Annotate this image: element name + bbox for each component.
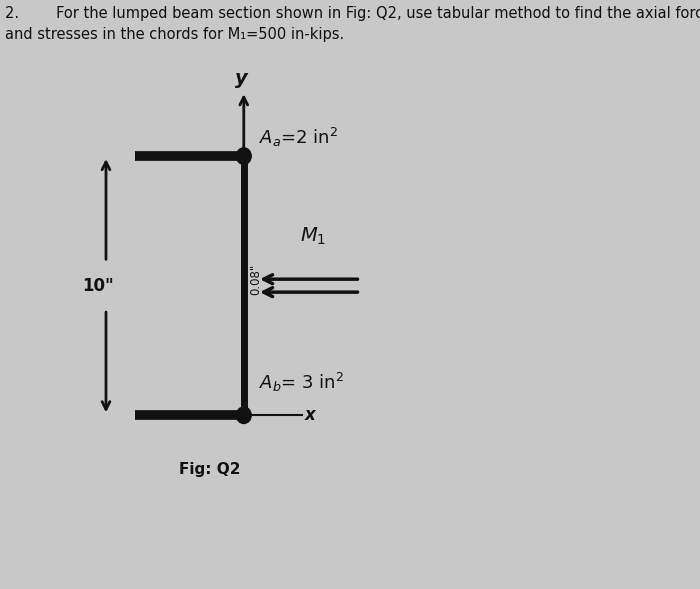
Circle shape xyxy=(237,407,251,423)
Text: 10": 10" xyxy=(82,277,114,294)
Text: $A_b$= 3 in$^2$: $A_b$= 3 in$^2$ xyxy=(258,371,344,395)
Text: $A_a$=2 in$^2$: $A_a$=2 in$^2$ xyxy=(258,126,337,149)
Circle shape xyxy=(237,148,251,164)
Text: Fig: Q2: Fig: Q2 xyxy=(178,462,240,477)
Text: and stresses in the chords for M₁=500 in-kips.: and stresses in the chords for M₁=500 in… xyxy=(6,27,344,41)
Text: $M_1$: $M_1$ xyxy=(300,226,326,247)
Text: 2.        For the lumped beam section shown in Fig: Q2, use tabular method to fi: 2. For the lumped beam section shown in … xyxy=(6,6,700,21)
Text: 0.08": 0.08" xyxy=(249,264,262,296)
Text: y: y xyxy=(234,70,248,88)
Text: x: x xyxy=(304,406,316,424)
